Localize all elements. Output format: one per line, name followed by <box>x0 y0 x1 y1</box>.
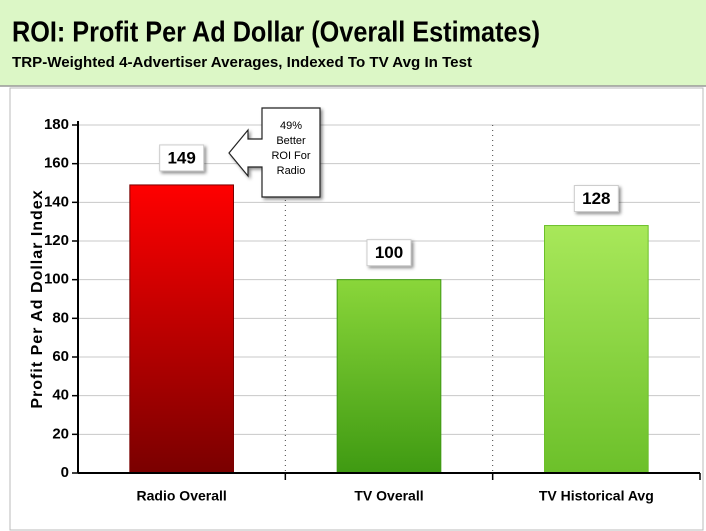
header-band <box>0 0 706 86</box>
y-tick-label: 0 <box>61 464 69 481</box>
value-label: 128 <box>582 189 610 208</box>
y-axis-label: Profit Per Ad Dollar Index <box>29 189 46 408</box>
y-tick-label: 120 <box>44 232 69 249</box>
callout-text: Radio <box>277 165 306 177</box>
chart-subtitle: TRP-Weighted 4-Advertiser Averages, Inde… <box>12 54 472 71</box>
callout: 49% Better ROI For Radio <box>228 107 321 198</box>
y-tick-label: 180 <box>44 116 69 133</box>
y-tick-label: 100 <box>44 271 69 288</box>
y-tick-label: 140 <box>44 193 69 210</box>
callout-text: Better <box>276 135 306 147</box>
y-tick-label: 20 <box>52 425 69 442</box>
callout-text: 49% <box>280 120 302 132</box>
bar <box>129 184 234 474</box>
y-tick-label: 60 <box>52 348 69 365</box>
callout-box <box>228 107 321 198</box>
y-tick-label: 160 <box>44 155 69 172</box>
x-tick-label: TV Historical Avg <box>539 488 654 504</box>
bar <box>336 279 442 474</box>
y-tick-label: 40 <box>52 387 69 404</box>
bar <box>544 225 649 474</box>
frame <box>9 87 704 531</box>
value-label-box <box>366 239 412 267</box>
y-tick-label: 80 <box>52 309 69 326</box>
x-tick-label: TV Overall <box>354 488 423 504</box>
value-label-box <box>159 144 205 172</box>
x-tick-label: Radio Overall <box>137 488 227 504</box>
value-label: 149 <box>167 148 195 167</box>
value-label-box <box>573 185 619 213</box>
value-label: 100 <box>375 243 403 262</box>
callout-text: ROI For <box>271 150 310 162</box>
chart-title: ROI: Profit Per Ad Dollar (Overall Estim… <box>12 17 540 49</box>
